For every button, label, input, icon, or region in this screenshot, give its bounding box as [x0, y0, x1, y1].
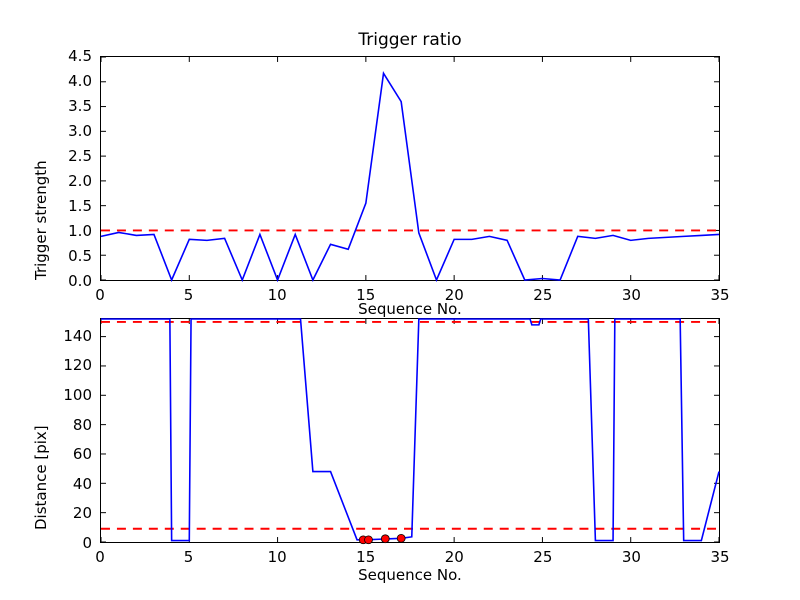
- xtick-label: 0: [95, 548, 105, 566]
- xtick-label: 15: [356, 548, 376, 566]
- ytick-label: 140: [63, 326, 92, 345]
- ytick-label: 20: [72, 504, 92, 523]
- xtick-label: 20: [444, 548, 464, 566]
- ytick-label: 1.0: [68, 222, 92, 240]
- xtick-label: 15: [356, 286, 376, 304]
- xtick-label: 30: [621, 286, 641, 304]
- ytick-label: 1.5: [68, 197, 92, 215]
- upper-plot-drawing: [100, 56, 720, 283]
- xtick-label: 25: [533, 286, 553, 304]
- upper-plot-xlabel: Sequence No.: [358, 300, 462, 318]
- ytick-label: 80: [72, 415, 92, 434]
- ytick-label: 60: [72, 445, 92, 464]
- data-point-marker: [380, 534, 390, 544]
- upper-plot-title: Trigger ratio: [358, 30, 462, 50]
- data-point-marker: [364, 535, 373, 545]
- xtick-label: 25: [533, 548, 553, 566]
- ytick-label: 0.0: [68, 272, 92, 290]
- xtick-label: 5: [183, 286, 194, 304]
- xtick-label: 0: [95, 286, 105, 304]
- ytick-label: 3.5: [68, 97, 92, 115]
- xtick-label: 5: [183, 548, 194, 566]
- upper-plot-axes: [100, 56, 720, 283]
- ytick-label: 0: [82, 534, 92, 552]
- ytick-label: 2.5: [68, 147, 92, 165]
- data-point-marker: [396, 533, 406, 543]
- xtick-label: 35: [710, 286, 730, 304]
- ytick-label: 100: [63, 385, 92, 404]
- ytick-label: 3.0: [68, 122, 92, 140]
- ytick-label: 0.5: [68, 247, 92, 265]
- xtick-label: 30: [621, 548, 641, 566]
- lower-plot-xlabel: Sequence No.: [358, 566, 462, 584]
- xtick-label: 10: [267, 286, 287, 304]
- lower-plot-drawing: [100, 318, 720, 545]
- xtick-label: 10: [267, 548, 287, 566]
- ytick-label: 4.0: [68, 72, 92, 90]
- ytick-label: 4.5: [68, 47, 92, 65]
- ytick-label: 2.0: [68, 172, 92, 190]
- ytick-label: 120: [63, 356, 92, 375]
- data-line: [101, 318, 720, 542]
- ytick-label: 40: [72, 474, 92, 493]
- xtick-label: 20: [444, 286, 464, 304]
- xtick-label: 35: [710, 548, 730, 566]
- lower-plot-axes: [100, 318, 720, 545]
- data-line: [100, 71, 720, 283]
